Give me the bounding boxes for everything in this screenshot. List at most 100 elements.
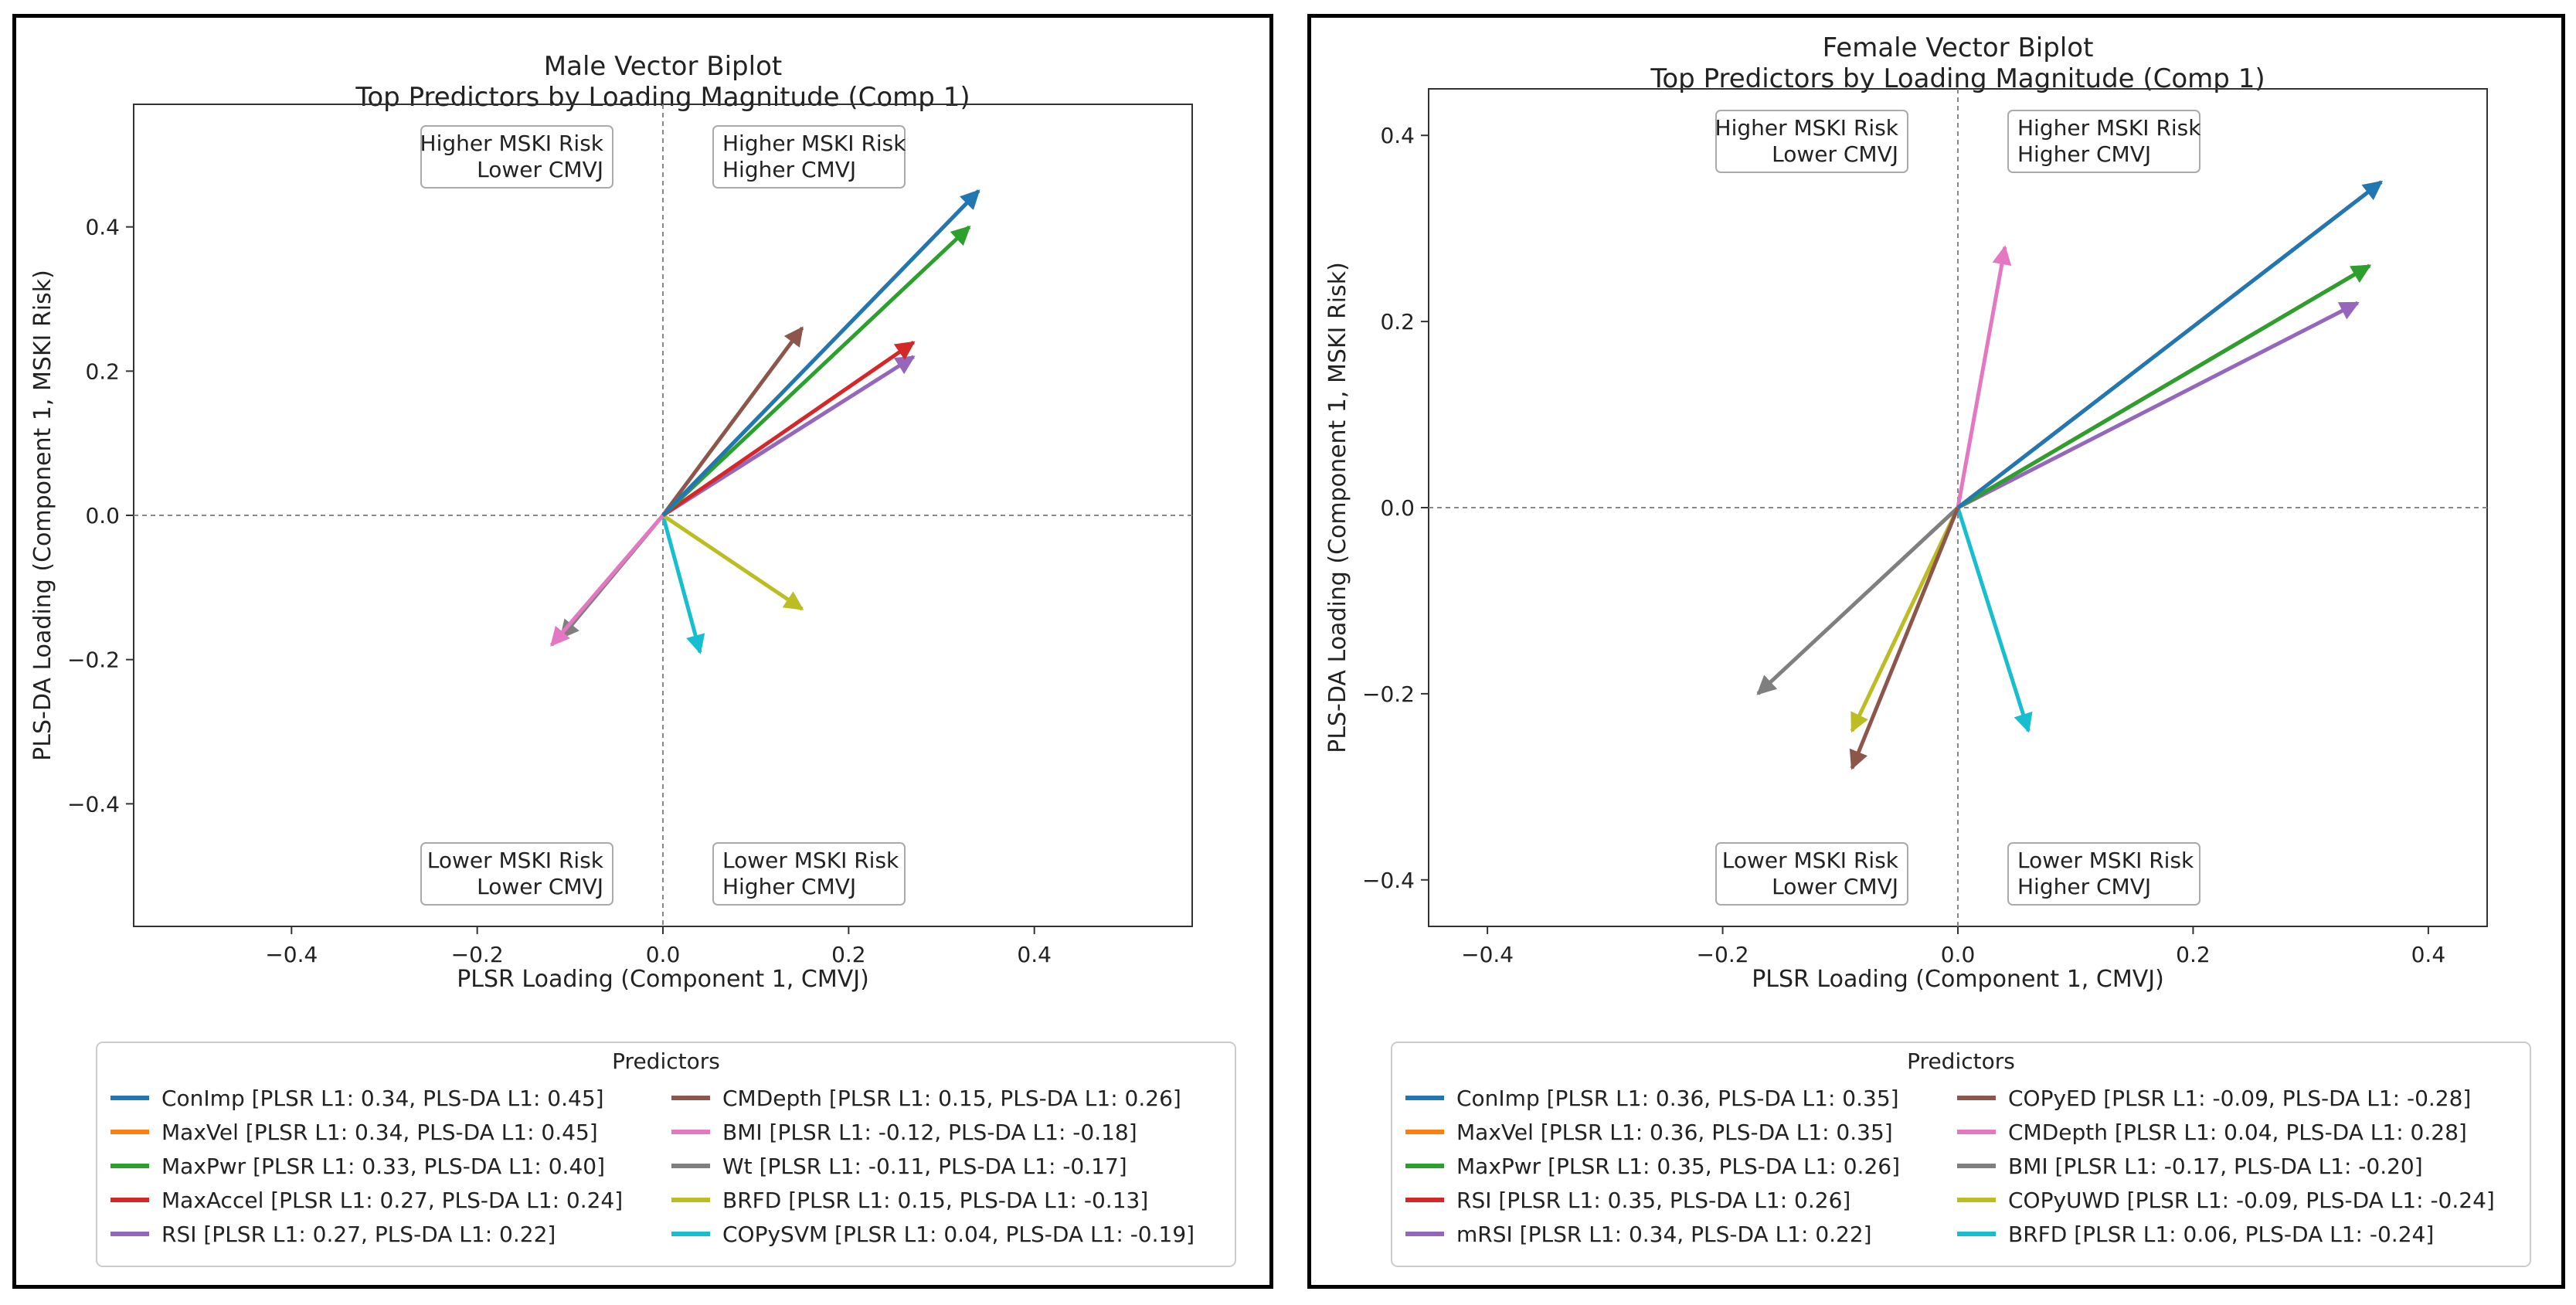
female-biplot-panel: Female Vector Biplot Top Predictors by Lo… xyxy=(1307,14,2565,1289)
vector-arrow xyxy=(549,514,664,647)
legend-label: MaxVel [PLSR L1: 0.36, PLS-DA L1: 0.35] xyxy=(1456,1120,1893,1145)
quadrant-label-line: Higher MSKI Risk xyxy=(420,131,604,156)
legend-label: CMDepth [PLSR L1: 0.15, PLS-DA L1: 0.26] xyxy=(722,1086,1181,1111)
vector-arrow xyxy=(1956,507,2033,733)
x-tick-label: −0.4 xyxy=(1461,942,1514,967)
legend-label: CMDepth [PLSR L1: 0.04, PLS-DA L1: 0.28] xyxy=(2008,1120,2467,1145)
legend-label: MaxPwr [PLSR L1: 0.35, PLS-DA L1: 0.26] xyxy=(1456,1154,1900,1179)
x-tick-label: −0.2 xyxy=(451,942,504,967)
quadrant-label-line: Lower MSKI Risk xyxy=(2017,848,2194,873)
y-tick-label: 0.2 xyxy=(1380,309,1415,335)
legend-entry: COPySVM [PLSR L1: 0.04, PLS-DA L1: -0.19… xyxy=(671,1222,1195,1247)
quadrant-label-line: Lower CMVJ xyxy=(1772,141,1898,167)
legend-label: BMI [PLSR L1: -0.17, PLS-DA L1: -0.20] xyxy=(2008,1154,2423,1179)
legend-box xyxy=(96,1042,1236,1267)
legend-label: BRFD [PLSR L1: 0.15, PLS-DA L1: -0.13] xyxy=(722,1188,1148,1213)
legend-label: COPyED [PLSR L1: -0.09, PLS-DA L1: -0.28… xyxy=(2008,1086,2471,1111)
vector-arrow xyxy=(1756,506,1959,695)
legend-label: MaxPwr [PLSR L1: 0.33, PLS-DA L1: 0.40] xyxy=(161,1154,605,1179)
x-tick-label: 0.2 xyxy=(2176,942,2211,967)
legend-label: ConImp [PLSR L1: 0.34, PLS-DA L1: 0.45] xyxy=(161,1086,604,1111)
y-tick-label: 0.0 xyxy=(85,503,120,528)
y-tick-label: 0.2 xyxy=(85,359,120,384)
legend-entry: CMDepth [PLSR L1: 0.15, PLS-DA L1: 0.26] xyxy=(671,1086,1181,1111)
legend-entry: RSI [PLSR L1: 0.35, PLS-DA L1: 0.26] xyxy=(1405,1188,1850,1213)
y-tick-label: 0.0 xyxy=(1380,495,1415,521)
vector-arrow xyxy=(1956,180,2383,509)
quadrant-label-box xyxy=(420,125,613,189)
chart-title: Male Vector Biplot xyxy=(544,51,782,82)
vector-arrow xyxy=(1850,506,1960,733)
vector-arrow xyxy=(661,225,971,517)
legend-entry: BRFD [PLSR L1: 0.15, PLS-DA L1: -0.13] xyxy=(671,1188,1148,1213)
legend-label: RSI [PLSR L1: 0.35, PLS-DA L1: 0.26] xyxy=(1456,1188,1850,1213)
quadrant-label-line: Higher CMVJ xyxy=(2017,874,2151,899)
quadrant-label-line: Lower MSKI Risk xyxy=(1722,848,1899,873)
y-tick-label: 0.4 xyxy=(85,215,120,240)
legend-entry: MaxVel [PLSR L1: 0.36, PLS-DA L1: 0.35] xyxy=(1405,1120,1893,1145)
vector-arrow xyxy=(661,355,916,518)
quadrant-label-line: Lower CMVJ xyxy=(477,874,603,899)
y-axis-label: PLS-DA Loading (Component 1, MSKI Risk) xyxy=(1324,262,1351,753)
x-tick-label: 0.0 xyxy=(646,942,681,967)
legend-entry: MaxPwr [PLSR L1: 0.33, PLS-DA L1: 0.40] xyxy=(110,1154,605,1179)
quadrant-label-line: Higher MSKI Risk xyxy=(722,131,906,156)
vector-arrow xyxy=(1956,301,2360,510)
x-tick-label: −0.2 xyxy=(1697,942,1749,967)
legend-label: COPySVM [PLSR L1: 0.04, PLS-DA L1: -0.19… xyxy=(722,1222,1195,1247)
quadrant-label-box xyxy=(1715,842,1908,906)
vector-arrow xyxy=(661,515,705,654)
legend-entry: ConImp [PLSR L1: 0.34, PLS-DA L1: 0.45] xyxy=(110,1086,604,1111)
legend-entry: Wt [PLSR L1: -0.11, PLS-DA L1: -0.17] xyxy=(671,1154,1127,1179)
chart-title: Female Vector Biplot xyxy=(1823,32,2094,63)
quadrant-label-line: Lower CMVJ xyxy=(477,157,603,182)
legend-label: ConImp [PLSR L1: 0.36, PLS-DA L1: 0.35] xyxy=(1456,1086,1899,1111)
legend-label: RSI [PLSR L1: 0.27, PLS-DA L1: 0.22] xyxy=(161,1222,556,1247)
legend-entry: mRSI [PLSR L1: 0.34, PLS-DA L1: 0.22] xyxy=(1405,1222,1872,1247)
legend-label: COPyUWD [PLSR L1: -0.09, PLS-DA L1: -0.2… xyxy=(2008,1188,2495,1213)
quadrant-label-line: Higher CMVJ xyxy=(2017,141,2151,167)
vector-arrow xyxy=(661,340,916,518)
male-biplot-panel: Male Vector Biplot Top Predictors by Load… xyxy=(12,14,1273,1289)
vector-arrow xyxy=(661,326,804,517)
x-axis-label: PLSR Loading (Component 1, CMVJ) xyxy=(457,966,869,993)
y-tick-label: −0.4 xyxy=(67,791,120,817)
x-tick-label: 0.2 xyxy=(831,942,866,967)
legend-label: BMI [PLSR L1: -0.12, PLS-DA L1: -0.18] xyxy=(722,1120,1137,1145)
quadrant-label-line: Higher CMVJ xyxy=(722,874,856,899)
y-axis-label: PLS-DA Loading (Component 1, MSKI Risk) xyxy=(29,270,56,761)
legend-entry: MaxAccel [PLSR L1: 0.27, PLS-DA L1: 0.24… xyxy=(110,1188,623,1213)
legend-entry: RSI [PLSR L1: 0.27, PLS-DA L1: 0.22] xyxy=(110,1222,556,1247)
legend-entry: MaxVel [PLSR L1: 0.34, PLS-DA L1: 0.45] xyxy=(110,1120,598,1145)
quadrant-label-line: Lower MSKI Risk xyxy=(427,848,604,873)
quadrant-label-box xyxy=(2007,110,2200,173)
legend-label: MaxAccel [PLSR L1: 0.27, PLS-DA L1: 0.24… xyxy=(161,1188,623,1213)
legend-entry: MaxPwr [PLSR L1: 0.35, PLS-DA L1: 0.26] xyxy=(1405,1154,1900,1179)
legend-entry: COPyED [PLSR L1: -0.09, PLS-DA L1: -0.28… xyxy=(1957,1086,2471,1111)
legend-title: Predictors xyxy=(612,1048,720,1074)
y-tick-label: −0.4 xyxy=(1362,868,1415,893)
y-tick-label: 0.4 xyxy=(1380,123,1415,148)
quadrant-label-line: Higher MSKI Risk xyxy=(1715,115,1899,141)
x-axis-label: PLSR Loading (Component 1, CMVJ) xyxy=(1752,966,2164,993)
legend-label: Wt [PLSR L1: -0.11, PLS-DA L1: -0.17] xyxy=(722,1154,1127,1179)
y-tick-label: −0.2 xyxy=(67,647,120,673)
quadrant-label-box xyxy=(420,842,613,906)
vector-arrow xyxy=(1956,245,2012,508)
quadrant-label-line: Higher CMVJ xyxy=(722,157,856,182)
legend-label: mRSI [PLSR L1: 0.34, PLS-DA L1: 0.22] xyxy=(1456,1222,1872,1247)
legend-entry: BMI [PLSR L1: -0.12, PLS-DA L1: -0.18] xyxy=(671,1120,1137,1145)
quadrant-label-line: Lower CMVJ xyxy=(1772,874,1898,899)
x-tick-label: 0.0 xyxy=(1941,942,1976,967)
quadrant-label-box xyxy=(712,125,906,189)
legend-entry: CMDepth [PLSR L1: 0.04, PLS-DA L1: 0.28] xyxy=(1957,1120,2467,1145)
